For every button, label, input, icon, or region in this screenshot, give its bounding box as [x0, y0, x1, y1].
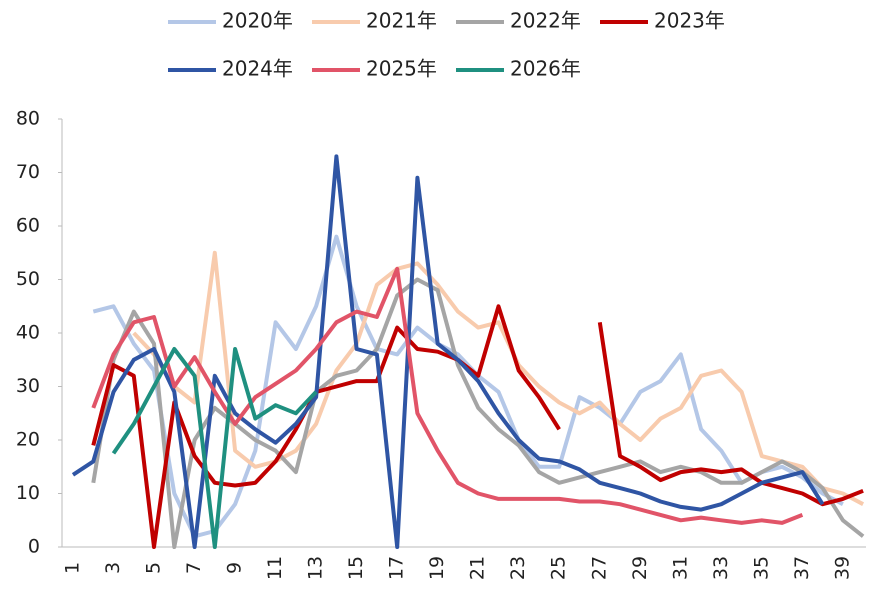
y-tick-label: 30 — [16, 375, 40, 397]
legend-label: 2026年 — [510, 57, 581, 81]
x-tick-label: 15 — [345, 556, 367, 580]
series-line — [132, 250, 865, 506]
y-tick-label: 0 — [28, 536, 40, 558]
legend-label: 2025年 — [366, 57, 437, 81]
x-tick-label: 39 — [831, 556, 853, 580]
x-tick-label: 31 — [669, 556, 691, 580]
y-tick-label: 10 — [16, 482, 40, 504]
y-tick-label: 70 — [16, 161, 40, 183]
y-tick-label: 60 — [16, 215, 40, 237]
x-tick-label: 7 — [183, 562, 205, 574]
y-tick-label: 20 — [16, 429, 40, 451]
x-tick-label: 29 — [629, 556, 651, 580]
y-tick-label: 50 — [16, 268, 40, 290]
x-tick-label: 25 — [548, 556, 570, 580]
x-tick-label: 23 — [507, 556, 529, 580]
x-tick-label: 13 — [305, 556, 327, 580]
x-tick-label: 17 — [386, 556, 408, 580]
x-tick-label: 5 — [143, 562, 165, 574]
series-line — [91, 277, 865, 549]
y-tick-label: 40 — [16, 322, 40, 344]
x-tick-label: 3 — [102, 562, 124, 574]
y-tick-label: 80 — [16, 108, 40, 130]
x-tick-label: 21 — [467, 556, 489, 580]
x-tick-label: 33 — [710, 556, 732, 580]
x-tick-label: 37 — [791, 556, 813, 580]
x-tick-label: 9 — [224, 562, 246, 574]
legend-label: 2023年 — [654, 9, 725, 33]
legend-label: 2021年 — [366, 9, 437, 33]
x-tick-label: 27 — [588, 556, 610, 580]
series-line — [71, 154, 825, 549]
x-tick-label: 11 — [264, 556, 286, 580]
legend-label: 2022年 — [510, 9, 581, 33]
x-tick-label: 1 — [62, 562, 84, 574]
legend-label: 2020年 — [222, 9, 293, 33]
x-tick-label: 35 — [750, 556, 772, 580]
series-line — [111, 347, 318, 549]
x-tick-label: 19 — [426, 556, 448, 580]
legend-label: 2024年 — [222, 57, 293, 81]
series-line — [91, 266, 804, 525]
